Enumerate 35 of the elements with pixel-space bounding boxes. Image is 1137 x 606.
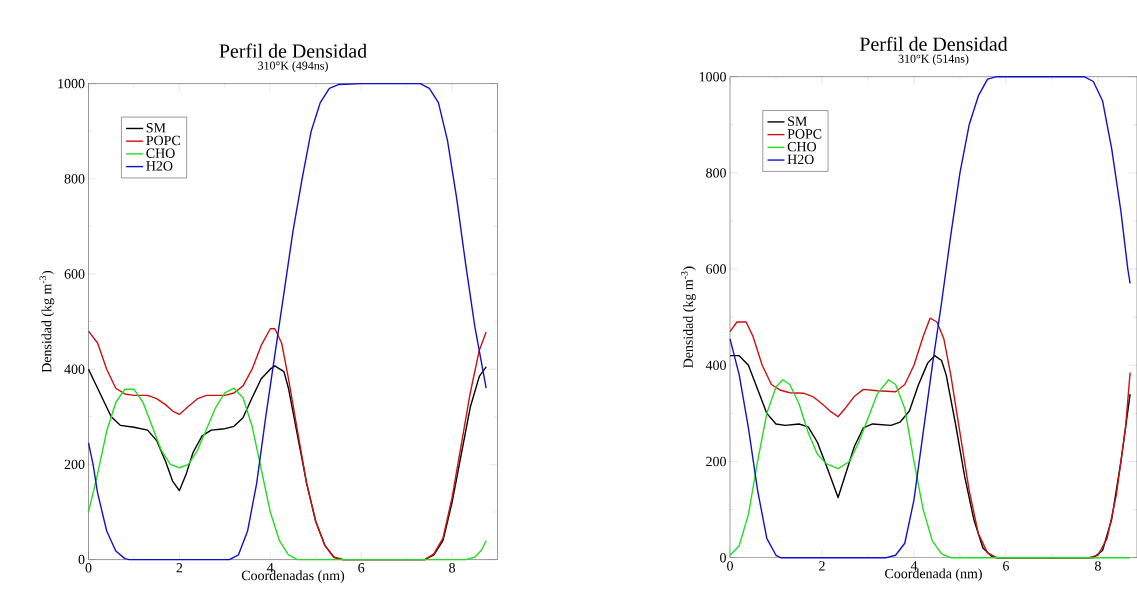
legend-label: H2O bbox=[787, 154, 814, 165]
x-tick-label: 6 bbox=[358, 563, 365, 573]
chart-subtitle: 310°K (514ns) bbox=[898, 54, 969, 66]
chart-title: Perfil de Densidad bbox=[859, 36, 1008, 51]
x-tick-label: 8 bbox=[449, 563, 456, 573]
x-tick-label: 2 bbox=[176, 563, 183, 573]
y-tick-label: 800 bbox=[64, 174, 85, 184]
y-tick-label: 400 bbox=[64, 364, 85, 374]
y-tick-label: 1000 bbox=[58, 78, 85, 89]
line-series bbox=[87, 328, 487, 561]
y-tick-label: 600 bbox=[706, 264, 726, 274]
y-tick-label: 600 bbox=[64, 269, 85, 279]
legend-label: H2O bbox=[146, 161, 173, 171]
legend-label: POPC bbox=[146, 135, 180, 146]
y-tick-label: 200 bbox=[64, 459, 85, 470]
y-tick-label: 0 bbox=[720, 552, 726, 563]
line-series bbox=[729, 317, 1131, 559]
x-tick-label: 0 bbox=[85, 563, 92, 573]
legend-label: SM bbox=[146, 123, 166, 133]
y-axis-title: Densidad (kg m$^{-3}$) bbox=[681, 266, 696, 368]
x-tick-label: 8 bbox=[1094, 561, 1101, 571]
y-tick-label: 400 bbox=[705, 360, 726, 370]
y-tick-label: 800 bbox=[706, 168, 726, 178]
y-tick-label: 1000 bbox=[699, 71, 726, 82]
legend-label: CHO bbox=[787, 141, 817, 152]
legend-label: POPC bbox=[787, 129, 822, 139]
y-tick-label: 200 bbox=[706, 456, 726, 467]
chart-subtitle: 310°K (494ns) bbox=[258, 61, 328, 73]
x-tick-label: 6 bbox=[1003, 561, 1010, 571]
chart-title: Perfil de Densidad bbox=[219, 43, 367, 58]
legend-label: CHO bbox=[146, 148, 175, 158]
x-tick-label: 2 bbox=[819, 561, 825, 571]
legend-label: SM bbox=[788, 116, 807, 126]
y-axis-title: Densidad (kg m$^{-3}$) bbox=[39, 271, 55, 373]
x-tick-label: 0 bbox=[727, 561, 733, 571]
